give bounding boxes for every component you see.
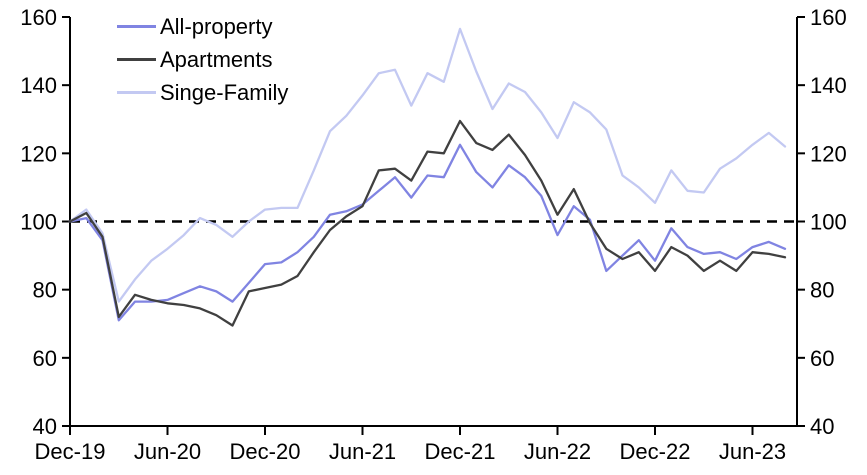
- legend-item-singe-family: Singe-Family: [117, 81, 288, 104]
- y-tick-label-right: 80: [810, 278, 834, 303]
- legend-label-apartments: Apartments: [160, 47, 273, 72]
- legend-item-apartments: Apartments: [117, 48, 288, 71]
- y-tick-label-left: 60: [33, 346, 57, 371]
- legend-swatch-singe-family: [117, 91, 156, 94]
- x-tick-label: Jun-22: [524, 439, 591, 464]
- y-tick-label-right: 140: [810, 73, 847, 98]
- y-tick-label-right: 120: [810, 141, 847, 166]
- legend-label-all-property: All-property: [160, 14, 273, 39]
- x-tick-label: Dec-19: [35, 439, 106, 464]
- legend-swatch-all-property: [117, 25, 156, 28]
- y-tick-label-right: 40: [810, 414, 834, 439]
- series-line-all-property: [68, 143, 787, 322]
- y-tick-label-left: 160: [20, 5, 57, 30]
- y-tick-label-left: 40: [33, 414, 57, 439]
- y-tick-label-right: 160: [810, 5, 847, 30]
- x-tick-label: Jun-21: [329, 439, 396, 464]
- x-tick-label: Dec-21: [425, 439, 496, 464]
- legend-label-singe-family: Singe-Family: [160, 80, 289, 105]
- y-tick-label-left: 120: [20, 141, 57, 166]
- legend-swatch-apartments: [117, 58, 156, 61]
- y-tick-label-left: 100: [20, 210, 57, 235]
- legend: All-property Apartments Singe-Family: [117, 15, 288, 104]
- y-tick-label-left: 140: [20, 73, 57, 98]
- y-tick-label-left: 80: [33, 278, 57, 303]
- legend-item-all-property: All-property: [117, 15, 288, 38]
- x-tick-label: Jun-20: [134, 439, 201, 464]
- y-tick-label-right: 60: [810, 346, 834, 371]
- series-line-singe-family: [68, 27, 787, 303]
- x-tick-label: Dec-20: [230, 439, 301, 464]
- x-tick-label: Dec-22: [620, 439, 691, 464]
- series-line-apartments: [68, 119, 787, 327]
- y-tick-label-right: 100: [810, 210, 847, 235]
- x-tick-label: Jun-23: [719, 439, 786, 464]
